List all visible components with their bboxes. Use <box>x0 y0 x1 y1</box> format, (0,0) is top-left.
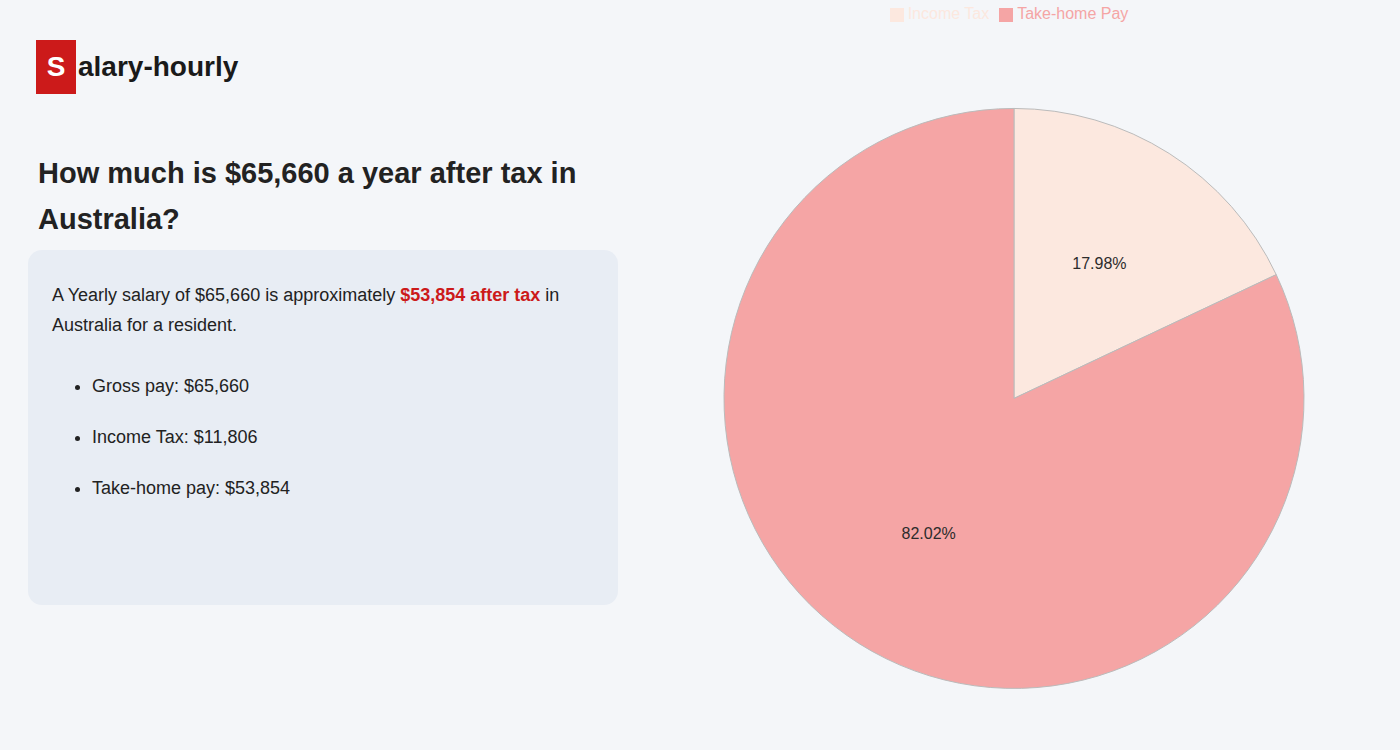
html-text:Take-home Pay: Take-home Pay <box>1017 5 1129 22</box>
html-text:A Yearly salary of $65,660 is: A Yearly salary of $65,660 is approximat… <box>52 285 560 305</box>
html-text:Take-home pay: $53,854: Take-home pay: $53,854 <box>92 478 291 498</box>
html-text:Australia for a resident.: Australia for a resident. <box>52 315 238 335</box>
html-text:How much is $65,660 a year aft: How much is $65,660 a year after tax in … <box>38 157 577 235</box>
html-text:Income Tax: Income Tax <box>907 5 990 22</box>
svg-text:17.98%: 17.98% <box>1072 255 1126 272</box>
html-text:Gross pay: $65,660: Gross pay: $65,660 <box>92 376 250 396</box>
svg-text:82.02%: 82.02% <box>901 525 955 542</box>
html-text:alary-hourly: alary-hourly <box>78 51 239 82</box>
html-text:S: S <box>46 51 66 82</box>
html-text:Income Tax: $11,806: Income Tax: $11,806 <box>92 427 258 447</box>
